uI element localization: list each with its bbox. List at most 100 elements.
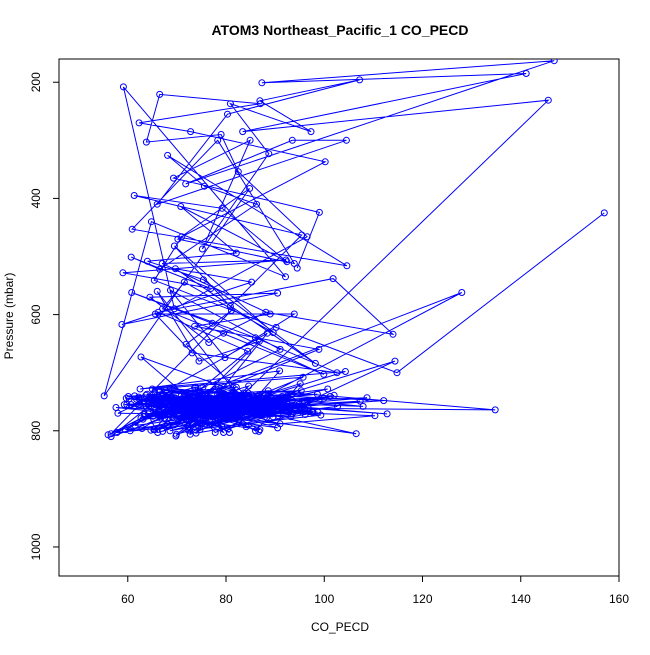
data-point xyxy=(491,406,499,414)
data-point xyxy=(256,97,264,105)
data-point xyxy=(151,310,159,318)
x-axis: 60 80 100 120 140 160 xyxy=(121,575,629,606)
data-point xyxy=(214,383,222,391)
data-point xyxy=(255,337,263,345)
data-point xyxy=(330,391,338,399)
data-point xyxy=(226,429,233,436)
data-point xyxy=(185,416,193,424)
data-point xyxy=(356,397,364,405)
data-point xyxy=(389,330,397,338)
data-point xyxy=(153,287,161,295)
data-point xyxy=(194,400,201,408)
data-point xyxy=(293,264,301,272)
data-point xyxy=(211,386,219,393)
data-point xyxy=(155,407,163,415)
data-point xyxy=(203,412,211,420)
data-point xyxy=(229,389,237,397)
data-point xyxy=(156,265,164,273)
data-point xyxy=(243,399,251,407)
data-point xyxy=(177,203,185,210)
data-point xyxy=(169,413,176,421)
data-point xyxy=(107,433,115,441)
data-point xyxy=(137,353,145,361)
data-point xyxy=(266,310,274,318)
data-point xyxy=(313,390,321,398)
data-point xyxy=(222,402,229,410)
data-point xyxy=(235,412,243,420)
data-point xyxy=(160,404,168,411)
data-point xyxy=(127,253,135,261)
data-point xyxy=(131,422,139,429)
data-point xyxy=(308,408,316,416)
data-point xyxy=(232,383,240,391)
data-point xyxy=(226,100,234,108)
y-tick-label: 200 xyxy=(29,72,43,92)
x-tick-label: 120 xyxy=(412,592,432,606)
data-point xyxy=(265,150,273,158)
data-point xyxy=(228,401,236,409)
data-point xyxy=(119,83,127,91)
data-point xyxy=(143,257,151,265)
data-point xyxy=(200,182,208,190)
data-point xyxy=(147,218,155,226)
x-tick-label: 80 xyxy=(219,592,233,606)
data-point xyxy=(128,225,136,233)
data-point xyxy=(137,414,145,422)
data-point xyxy=(218,204,226,212)
data-point xyxy=(246,185,254,192)
data-point xyxy=(544,96,552,104)
data-point xyxy=(138,425,146,432)
data-point xyxy=(199,414,207,422)
data-point xyxy=(130,192,138,199)
x-tick-label: 140 xyxy=(511,592,531,606)
data-point xyxy=(152,401,160,409)
data-point xyxy=(122,394,130,402)
data-point xyxy=(282,256,290,264)
data-point xyxy=(166,427,174,435)
data-point xyxy=(188,405,196,413)
data-point xyxy=(252,334,259,342)
data-point xyxy=(320,394,328,402)
data-point xyxy=(255,391,263,399)
data-point xyxy=(170,384,178,392)
data-point xyxy=(209,408,217,416)
data-point xyxy=(263,408,271,416)
data-point xyxy=(146,293,154,301)
data-point xyxy=(315,208,323,216)
x-tick-label: 100 xyxy=(314,592,334,606)
data-point xyxy=(175,403,183,411)
data-point xyxy=(315,345,323,353)
data-point xyxy=(198,245,206,253)
data-point xyxy=(177,395,185,403)
data-point xyxy=(252,427,259,435)
data-point xyxy=(269,413,277,421)
data-point xyxy=(125,395,133,403)
data-point xyxy=(245,393,253,400)
data-point xyxy=(262,395,270,403)
data-point xyxy=(232,249,240,257)
data-point xyxy=(258,79,266,87)
data-point xyxy=(178,233,186,241)
x-axis-label: CO_PECD xyxy=(311,620,369,634)
data-point xyxy=(224,425,232,433)
data-point xyxy=(311,359,319,367)
data-point xyxy=(273,405,281,413)
data-point xyxy=(159,427,167,435)
data-point xyxy=(188,349,196,357)
data-point xyxy=(343,262,351,270)
data-point xyxy=(187,128,195,136)
data-point xyxy=(287,410,295,418)
data-point xyxy=(262,308,270,316)
data-point xyxy=(244,347,252,355)
data-point xyxy=(393,369,401,377)
data-point xyxy=(151,388,159,396)
data-point xyxy=(214,136,222,144)
data-point xyxy=(148,395,156,403)
data-point xyxy=(181,397,189,405)
data-point xyxy=(218,422,226,430)
data-point xyxy=(192,383,200,391)
data-point xyxy=(246,136,254,144)
data-point xyxy=(296,380,304,388)
data-point xyxy=(299,373,307,381)
